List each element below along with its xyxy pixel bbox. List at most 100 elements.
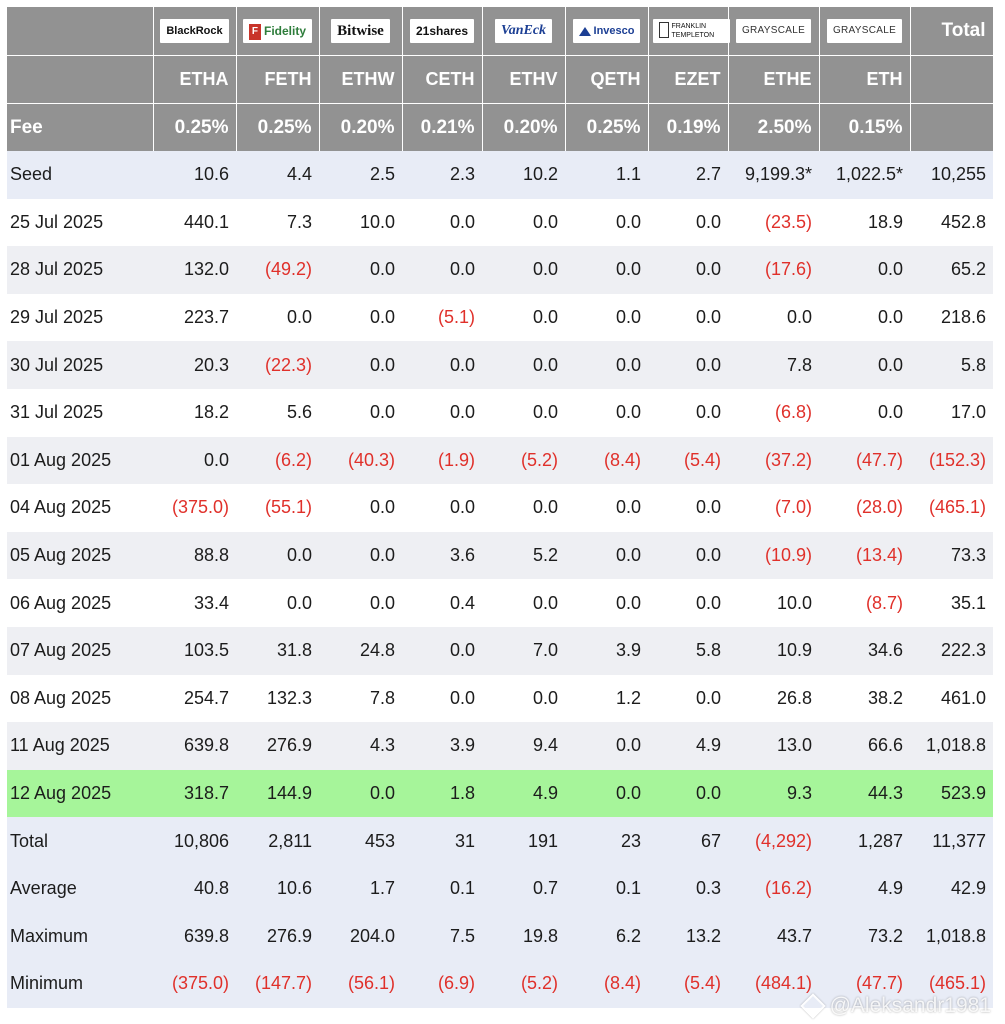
value-cell: 7.8 bbox=[369, 687, 395, 708]
value-cell: (147.7) bbox=[236, 960, 319, 1008]
value-cell: 0.0 bbox=[819, 341, 910, 389]
table-row: 05 Aug 2025 88.8 0.0 0.0 3.6 5.2 0.0 0.0 (10.9)(… bbox=[7, 531, 993, 580]
value-cell: 67 bbox=[648, 817, 728, 865]
value-cell: 10.2 bbox=[482, 151, 565, 199]
value-cell: 204.0 bbox=[319, 912, 402, 961]
value-cell: 0.0 bbox=[319, 531, 402, 580]
row-total-cell: 73.3 bbox=[910, 531, 993, 580]
value-cell: 4.9 bbox=[648, 722, 728, 770]
value-cell: 5.8 bbox=[648, 626, 728, 675]
table-row: 30 Jul 2025 20.3 (22.3) 0.0 0.0 0.0 0.0 0.0 7.8 0… bbox=[7, 341, 993, 389]
row-label: 01 Aug 2025 bbox=[7, 436, 153, 485]
row-label: 06 Aug 2025 bbox=[10, 592, 112, 613]
value-cell: 0.0 bbox=[286, 592, 312, 613]
value-cell: 0.0 bbox=[615, 497, 641, 518]
logo-blackrock: BlackRock bbox=[153, 7, 237, 56]
value-cell: 0.0 bbox=[648, 769, 728, 818]
value-cell: 0.0 bbox=[319, 341, 402, 389]
row-total-cell: 218.6 bbox=[940, 307, 986, 328]
corner-cell bbox=[7, 7, 154, 56]
value-cell: 6.2 bbox=[565, 912, 648, 961]
value-cell: 144.9 bbox=[236, 769, 319, 818]
value-cell: 0.0 bbox=[565, 341, 648, 389]
value-cell: 0.0 bbox=[648, 246, 728, 294]
value-cell: 0.0 bbox=[449, 211, 475, 232]
row-total-cell: 222.3 bbox=[910, 626, 993, 675]
value-cell: 7.8 bbox=[728, 341, 819, 389]
logo-vaneck: VanEck bbox=[482, 7, 566, 56]
value-cell: 10.6 bbox=[153, 151, 236, 199]
value-cell: (7.0) bbox=[774, 497, 812, 518]
value-cell: 132.0 bbox=[153, 246, 236, 294]
value-cell: 18.2 bbox=[193, 402, 229, 423]
value-cell: 0.0 bbox=[695, 211, 721, 232]
value-cell: (17.6) bbox=[728, 246, 819, 294]
value-cell: 276.9 bbox=[236, 912, 319, 961]
row-total-cell: 5.8 bbox=[910, 341, 993, 389]
ticker-cell: ETHW bbox=[319, 55, 403, 104]
watermark: @Aleksandr1981 bbox=[799, 993, 991, 1020]
logo-21shares: 21shares bbox=[402, 7, 483, 56]
value-cell: 318.7 bbox=[153, 769, 236, 818]
value-cell: 103.5 bbox=[153, 626, 236, 675]
table-row: 31 Jul 2025 18.2 5.6 0.0 0.0 0.0 0.0 0.0 (6.8) 0.… bbox=[7, 389, 993, 437]
ticker-cell: FETH bbox=[236, 55, 320, 104]
table-row: 07 Aug 2025 103.5 31.8 24.8 0.0 7.0 3.9 5.8 10.9… bbox=[7, 626, 993, 675]
ticker-row: ETHA FETH ETHW CETH ETHV QETH EZET ETHE … bbox=[7, 55, 994, 104]
value-cell: 1,022.5* bbox=[819, 151, 910, 199]
value-cell: 0.0 bbox=[786, 307, 812, 328]
value-cell: 2.5 bbox=[319, 151, 402, 199]
table-row: 06 Aug 2025 33.4 0.0 0.0 0.4 0.0 0.0 0.0 10.0 (8.… bbox=[7, 579, 993, 627]
value-cell: 13.0 bbox=[728, 722, 819, 770]
value-cell: (56.1) bbox=[319, 960, 402, 1008]
value-cell: (5.2) bbox=[482, 436, 565, 485]
value-cell: 3.9 bbox=[565, 626, 648, 675]
value-cell: 31.8 bbox=[236, 626, 319, 675]
value-cell: 639.8 bbox=[153, 722, 236, 770]
value-cell: (40.3) bbox=[319, 436, 402, 485]
value-cell: 0.0 bbox=[695, 687, 721, 708]
value-cell: 1.7 bbox=[319, 864, 402, 913]
value-cell: 639.8 bbox=[153, 912, 236, 961]
logo-fidelity: F Fidelity bbox=[236, 7, 320, 56]
value-cell: 4.9 bbox=[482, 769, 565, 818]
value-cell: 0.0 bbox=[615, 211, 641, 232]
summary-row: Minimum (375.0) (147.7) (56.1) (6.9) (5.2) (8.… bbox=[7, 960, 993, 1008]
value-cell: (6.9) bbox=[402, 960, 482, 1008]
row-total-cell: 1,018.8 bbox=[910, 722, 993, 770]
value-cell: 88.8 bbox=[153, 531, 236, 580]
value-cell: 13.2 bbox=[648, 912, 728, 961]
fee-cell: 0.19% bbox=[648, 103, 729, 151]
value-cell: 3.6 bbox=[402, 531, 482, 580]
value-cell: 0.0 bbox=[449, 402, 475, 423]
value-cell: 9.4 bbox=[482, 722, 565, 770]
value-cell: 276.9 bbox=[236, 722, 319, 770]
value-cell: 0.0 bbox=[532, 592, 558, 613]
row-total-cell: 452.8 bbox=[940, 211, 986, 232]
logo-grayscale-eth: GRAYSCALE bbox=[819, 7, 911, 56]
diamond-icon bbox=[799, 993, 826, 1020]
value-cell: 43.7 bbox=[728, 912, 819, 961]
fee-total-blank bbox=[910, 103, 994, 151]
ticker-corner bbox=[7, 55, 154, 104]
etf-flows-table: BlackRock F Fidelity Bitwise 21shares Van… bbox=[7, 7, 994, 1008]
value-cell: 73.2 bbox=[819, 912, 910, 961]
ticker-cell: CETH bbox=[402, 55, 483, 104]
fee-cell: 0.20% bbox=[482, 103, 566, 151]
row-label: 31 Jul 2025 bbox=[10, 402, 104, 423]
fee-cell: 0.25% bbox=[565, 103, 649, 151]
value-cell: (5.4) bbox=[648, 436, 728, 485]
value-cell: (49.2) bbox=[236, 246, 319, 294]
value-cell: 31 bbox=[402, 817, 482, 865]
value-cell: 23 bbox=[565, 817, 648, 865]
value-cell: 0.3 bbox=[648, 864, 728, 913]
table-row: 12 Aug 2025 318.7 144.9 0.0 1.8 4.9 0.0 0.0 9.3 4… bbox=[7, 769, 993, 818]
value-cell: (37.2) bbox=[728, 436, 819, 485]
value-cell: 3.9 bbox=[402, 722, 482, 770]
value-cell: 10.6 bbox=[236, 864, 319, 913]
value-cell: 0.0 bbox=[695, 307, 721, 328]
table-row: 29 Jul 2025 223.7 0.0 0.0 (5.1) 0.0 0.0 0.0 0.0 0… bbox=[7, 294, 993, 342]
row-total-cell: (465.1) bbox=[928, 497, 986, 518]
value-cell: (6.8) bbox=[774, 402, 812, 423]
fee-cell: 0.25% bbox=[153, 103, 237, 151]
